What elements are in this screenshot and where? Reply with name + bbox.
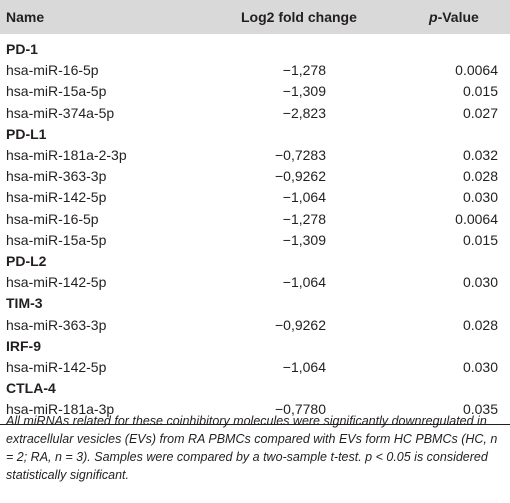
header-p-value: p-Value xyxy=(429,9,479,25)
p-value-cell: 0.015 xyxy=(462,83,498,100)
table-row: hsa-miR-142-5p −1,064 0.030 xyxy=(0,357,510,378)
p-value-cell: 0.0064 xyxy=(455,62,498,79)
log2-fold-change-cell: −1,064 xyxy=(282,189,326,206)
group-heading: CTLA-4 xyxy=(6,380,56,397)
mirna-name: hsa-miR-142-5p xyxy=(6,359,107,375)
mirna-name: hsa-miR-142-5p xyxy=(6,274,107,291)
table-row: hsa-miR-15a-5p −1,309 0.015 xyxy=(0,230,510,251)
log2-fold-change-cell: −0,7780 xyxy=(275,401,326,418)
table-row: hsa-miR-16-5p −1,278 0.0064 xyxy=(0,209,510,230)
p-value-cell: 0.028 xyxy=(462,168,498,185)
group-heading: IRF-9 xyxy=(6,337,41,354)
mirna-name: hsa-miR-363-3p xyxy=(6,168,107,185)
mirna-name: hsa-miR-16-5p xyxy=(6,62,99,79)
p-value-cell: 0.015 xyxy=(462,231,498,248)
table-row: hsa-miR-181a-2-3p −0,7283 0.032 xyxy=(0,145,510,166)
table-row: hsa-miR-181a-3p −0,7780 0.035 xyxy=(0,399,510,420)
p-value-cell: 0.030 xyxy=(462,189,498,206)
group-heading-row: CTLA-4 xyxy=(0,378,510,399)
table-row: hsa-miR-374a-5p −2,823 0.027 xyxy=(0,103,510,124)
group-heading-row: PD-L1 xyxy=(0,124,510,145)
group-heading-row: TIM-3 xyxy=(0,293,510,314)
group-heading: PD-1 xyxy=(6,41,38,57)
mirna-name: hsa-miR-181a-2-3p xyxy=(6,147,127,163)
header-name: Name xyxy=(6,9,45,25)
log2-fold-change-cell: −1,309 xyxy=(282,83,326,100)
mirna-name: hsa-miR-142-5p xyxy=(6,189,107,206)
table-row: hsa-miR-142-5p −1,064 0.030 xyxy=(0,272,510,293)
p-value-cell: 0.035 xyxy=(462,401,498,418)
group-heading: PD-L2 xyxy=(6,253,47,269)
table-footnote: All miRNAs related for these coinhibitor… xyxy=(6,414,498,482)
log2-fold-change-cell: −2,823 xyxy=(282,104,326,121)
log2-fold-change-cell: −1,278 xyxy=(282,210,326,227)
table-header: Name Log2 fold change p-Value xyxy=(0,0,510,34)
group-heading: PD-L1 xyxy=(6,125,47,142)
table-row: hsa-miR-363-3p −0,9262 0.028 xyxy=(0,166,510,187)
mirna-name: hsa-miR-181a-3p xyxy=(6,401,115,418)
log2-fold-change-cell: −0,7283 xyxy=(275,147,326,163)
p-value-cell: 0.0064 xyxy=(455,210,498,227)
table-row: hsa-miR-16-5p −1,278 0.0064 xyxy=(0,60,510,81)
header-log2-fold-change: Log2 fold change xyxy=(241,9,357,25)
table-bottom-rule xyxy=(0,423,510,425)
p-value-cell: 0.028 xyxy=(462,316,498,333)
log2-fold-change-cell: −1,278 xyxy=(282,62,326,79)
log2-fold-change-cell: −0,9262 xyxy=(275,168,326,185)
p-value-cell: 0.030 xyxy=(462,359,498,375)
p-value-cell: 0.027 xyxy=(462,104,498,121)
log2-fold-change-cell: −1,309 xyxy=(282,231,326,248)
log2-fold-change-cell: −0,9262 xyxy=(275,316,326,333)
mirna-name: hsa-miR-374a-5p xyxy=(6,104,115,121)
table-row: hsa-miR-15a-5p −1,309 0.015 xyxy=(0,81,510,102)
group-heading-row: IRF-9 xyxy=(0,336,510,357)
table-row: hsa-miR-363-3p −0,9262 0.028 xyxy=(0,315,510,336)
group-heading-row: PD-L2 xyxy=(0,251,510,272)
header-p-italic: p xyxy=(429,9,438,25)
p-value-cell: 0.032 xyxy=(462,147,498,163)
mirna-name: hsa-miR-15a-5p xyxy=(6,231,107,248)
mirna-name: hsa-miR-363-3p xyxy=(6,316,107,333)
mirna-name: hsa-miR-15a-5p xyxy=(6,83,107,100)
header-p-rest: -Value xyxy=(437,9,479,25)
table-row: hsa-miR-142-5p −1,064 0.030 xyxy=(0,187,510,208)
p-value-cell: 0.030 xyxy=(462,274,498,291)
log2-fold-change-cell: −1,064 xyxy=(282,274,326,291)
log2-fold-change-cell: −1,064 xyxy=(282,359,326,375)
group-heading-row: PD-1 xyxy=(0,39,510,60)
group-heading: TIM-3 xyxy=(6,295,43,312)
mirna-name: hsa-miR-16-5p xyxy=(6,210,99,227)
